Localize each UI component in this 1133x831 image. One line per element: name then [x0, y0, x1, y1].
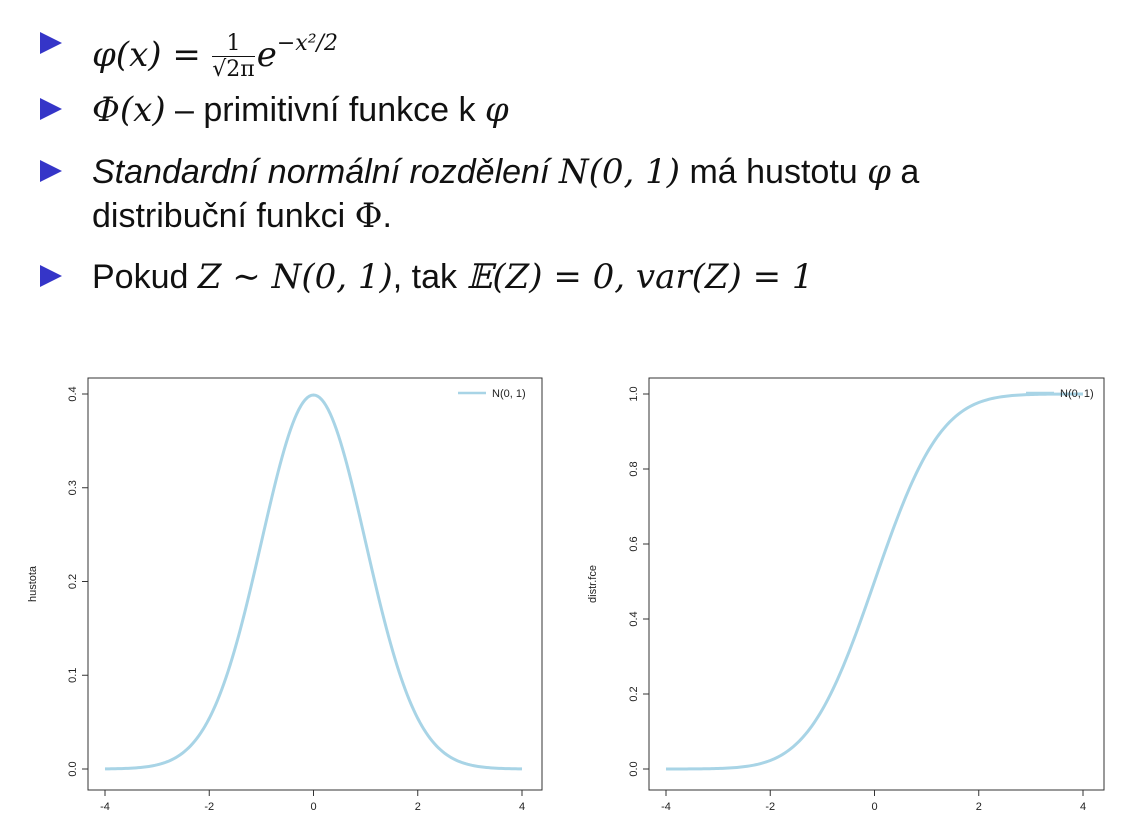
standard-normal-line1: Standardní normální rozdělení N(0, 1) má… — [92, 150, 919, 194]
x-tick-label: -2 — [765, 801, 775, 813]
math-symbol: N(0, 1) — [558, 152, 681, 192]
x-tick-label: 2 — [976, 801, 982, 813]
y-tick-label: 0.2 — [628, 686, 640, 701]
density-formula: φ(x) = 1 √2π e−x²/2 — [92, 22, 338, 83]
x-tick-label: -2 — [204, 801, 214, 813]
text: má hustotu — [680, 153, 868, 191]
y-tick-label: 0.4 — [628, 611, 640, 626]
y-axis-label: distr.fce — [587, 565, 599, 603]
bullet-triangle-icon — [40, 265, 62, 287]
legend-label: N(0, 1) — [492, 388, 526, 400]
primitive-line: Φ(x) – primitivní funkce k φ — [92, 88, 509, 132]
y-tick-label: 0.8 — [628, 461, 640, 476]
italic-term: Standardní normální rozdělení — [92, 153, 550, 191]
x-tick-label: 2 — [415, 801, 421, 813]
math-symbol: φ — [867, 152, 891, 192]
text: Pokud — [92, 258, 198, 296]
distribution-chart: -4 -2 0 2 4 0.0 0.2 0.4 0.6 0.8 1.0 distr.fce N(0, 1… — [587, 377, 1105, 813]
standard-normal-line2: distribuční funkci Φ. — [92, 194, 392, 238]
y-tick-label: 0.4 — [67, 386, 79, 401]
x-tick-label: 4 — [519, 801, 525, 813]
y-tick-label: 0.2 — [67, 574, 79, 589]
text: – primitivní funkce k — [165, 91, 485, 129]
density-chart: -4 -2 0 2 4 0.0 0.1 0.2 0.3 0.4 hustota N(0, 1) — [27, 377, 543, 813]
fraction: 1 √2π — [212, 31, 255, 83]
x-tick-label: -4 — [100, 801, 110, 813]
text: distribuční funkci — [92, 197, 355, 235]
math-expression: Z ∼ N(0, 1) — [197, 257, 393, 297]
series-line — [104, 393, 523, 771]
math-expression: 𝔼(Z) = 0, var(Z) = 1 — [466, 257, 814, 297]
plot-frame — [648, 377, 1105, 791]
exponent: −x²/2 — [276, 31, 338, 56]
x-tick-label: 0 — [310, 801, 316, 813]
y-tick-label: 1.0 — [628, 386, 640, 401]
fraction-denominator: √2π — [212, 56, 255, 82]
text: , tak — [392, 258, 467, 296]
y-tick-label: 0.0 — [67, 761, 79, 776]
math-symbol: Φ(x) — [92, 90, 166, 130]
y-tick-label: 0.0 — [628, 761, 640, 776]
plot-frame — [87, 377, 543, 791]
fraction-numerator: 1 — [212, 31, 255, 57]
math-symbol: φ — [484, 90, 509, 130]
exponent-base: e — [256, 35, 277, 75]
text: . — [382, 197, 392, 235]
x-tick-label: -4 — [661, 801, 671, 813]
expectation-line: Pokud Z ∼ N(0, 1), tak 𝔼(Z) = 0, var(Z) … — [92, 255, 814, 299]
y-tick-label: 0.6 — [628, 536, 640, 551]
bullet-triangle-icon — [40, 32, 62, 54]
y-tick-label: 0.3 — [67, 480, 79, 495]
bullet-triangle-icon — [40, 98, 62, 120]
text: a — [890, 153, 920, 191]
x-tick-label: 0 — [871, 801, 877, 813]
bullet-triangle-icon — [40, 160, 62, 182]
legend-label: N(0, 1) — [1060, 388, 1094, 400]
y-axis-label: hustota — [27, 565, 39, 602]
x-tick-label: 4 — [1080, 801, 1086, 813]
formula-lhs: φ(x) = — [92, 35, 201, 75]
y-tick-label: 0.1 — [67, 668, 79, 683]
math-symbol: Φ — [354, 196, 383, 236]
